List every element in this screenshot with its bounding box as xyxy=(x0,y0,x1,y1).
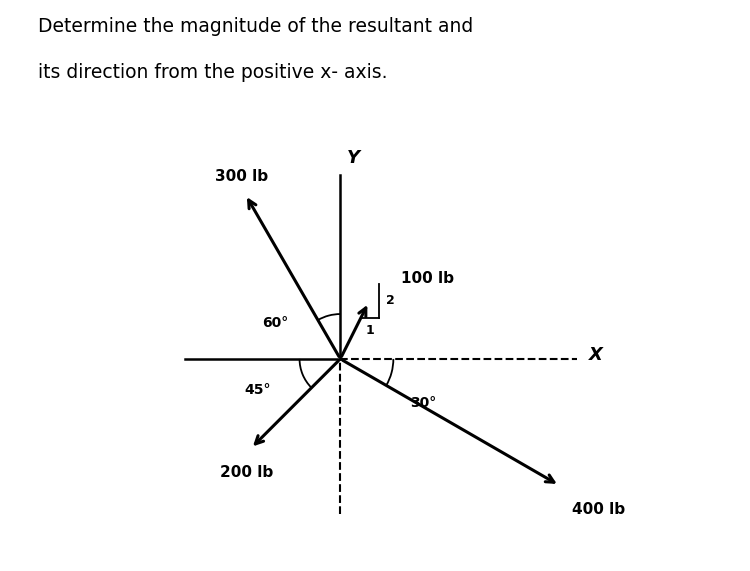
Text: 30°: 30° xyxy=(410,396,436,409)
Text: X: X xyxy=(589,346,603,364)
Text: its direction from the positive x- axis.: its direction from the positive x- axis. xyxy=(38,63,387,82)
Text: Determine the magnitude of the resultant and: Determine the magnitude of the resultant… xyxy=(38,17,472,36)
Text: 400 lb: 400 lb xyxy=(572,502,625,517)
Text: 300 lb: 300 lb xyxy=(214,170,268,184)
Text: 60°: 60° xyxy=(262,316,288,331)
Text: 1: 1 xyxy=(365,324,374,337)
Text: 45°: 45° xyxy=(244,383,271,397)
Text: 2: 2 xyxy=(386,295,395,307)
Text: 200 lb: 200 lb xyxy=(220,465,274,480)
Text: 100 lb: 100 lb xyxy=(401,271,454,286)
Text: Y: Y xyxy=(346,149,359,167)
